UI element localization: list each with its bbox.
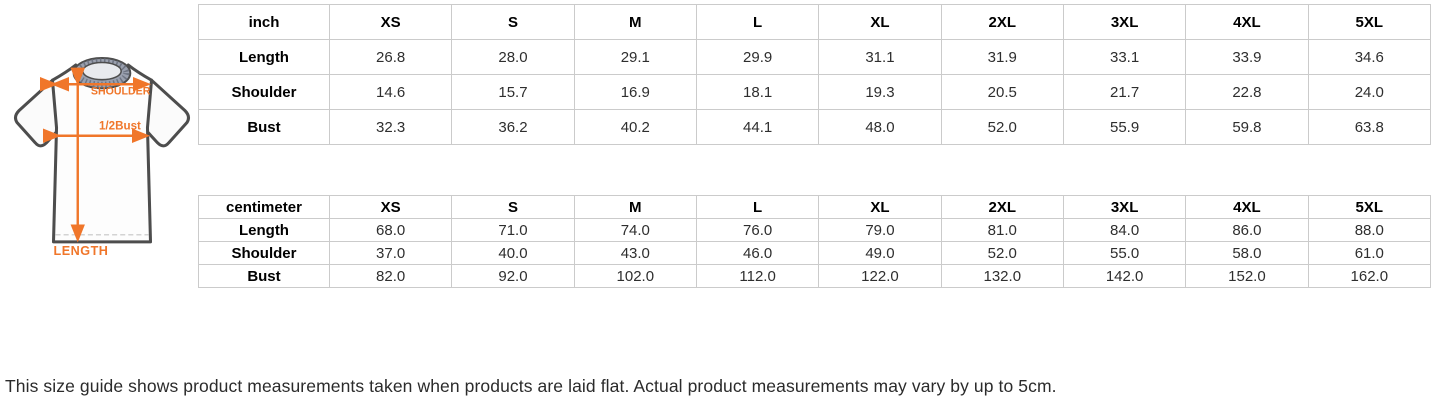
value-cell: 15.7	[451, 74, 575, 110]
value-cell: 55.0	[1062, 241, 1187, 265]
tshirt-right-sleeve	[143, 78, 191, 148]
value-cell: 24.0	[1307, 74, 1432, 110]
value-cell: 18.1	[695, 74, 820, 110]
size-header-cell: L	[695, 195, 820, 219]
value-cell: 55.9	[1062, 109, 1187, 145]
row-label-cell: Bust	[198, 264, 330, 288]
value-cell: 142.0	[1062, 264, 1187, 288]
value-cell: 61.0	[1307, 241, 1432, 265]
size-header-cell: 4XL	[1185, 4, 1309, 40]
value-cell: 32.3	[328, 109, 453, 145]
size-header-cell: XS	[328, 4, 453, 40]
value-cell: 26.8	[328, 39, 453, 75]
value-cell: 29.9	[695, 39, 820, 75]
row-label-cell: Bust	[198, 109, 330, 145]
value-cell: 16.9	[573, 74, 697, 110]
value-cell: 81.0	[940, 218, 1064, 242]
value-cell: 79.0	[818, 218, 942, 242]
value-cell: 52.0	[940, 241, 1064, 265]
table-row-shoulder: Shoulder 37.0 40.0 43.0 46.0 49.0 52.0 55.0 58.…	[198, 241, 1432, 265]
value-cell: 29.1	[573, 39, 697, 75]
size-header-cell: L	[695, 4, 820, 40]
value-cell: 20.5	[940, 74, 1064, 110]
tshirt-collar-opening	[82, 61, 122, 81]
value-cell: 33.1	[1062, 39, 1187, 75]
value-cell: 152.0	[1185, 264, 1309, 288]
size-header-cell: 2XL	[940, 4, 1064, 40]
value-cell: 19.3	[818, 74, 942, 110]
value-cell: 63.8	[1307, 109, 1432, 145]
value-cell: 58.0	[1185, 241, 1309, 265]
value-cell: 162.0	[1307, 264, 1432, 288]
tshirt-measurement-diagram: SHOULDER 1/2Bust LENGTH	[6, 56, 198, 260]
table-row-length: Length 68.0 71.0 74.0 76.0 79.0 81.0 84.0 86.0 8…	[198, 218, 1432, 242]
row-label-cell: Length	[198, 39, 330, 75]
value-cell: 46.0	[695, 241, 820, 265]
table-row-bust: Bust 32.3 36.2 40.2 44.1 48.0 52.0 55.9 59.8 63.…	[198, 109, 1432, 145]
value-cell: 122.0	[818, 264, 942, 288]
value-cell: 21.7	[1062, 74, 1187, 110]
size-table-centimeter: centimeter XS S M L XL 2XL 3XL 4XL 5XL Length 68…	[198, 195, 1432, 288]
value-cell: 33.9	[1185, 39, 1309, 75]
value-cell: 52.0	[940, 109, 1064, 145]
unit-header-cell: centimeter	[198, 195, 330, 219]
size-header-cell: 2XL	[940, 195, 1064, 219]
value-cell: 59.8	[1185, 109, 1309, 145]
value-cell: 84.0	[1062, 218, 1187, 242]
value-cell: 31.9	[940, 39, 1064, 75]
size-guide-note: This size guide shows product measuremen…	[5, 376, 1057, 396]
value-cell: 43.0	[573, 241, 697, 265]
size-table-inch: inch XS S M L XL 2XL 3XL 4XL 5XL Length 26.8 28.0…	[198, 4, 1432, 145]
value-cell: 86.0	[1185, 218, 1309, 242]
value-cell: 112.0	[695, 264, 820, 288]
table-row-shoulder: Shoulder 14.6 15.7 16.9 18.1 19.3 20.5 21.7 22.…	[198, 74, 1432, 110]
value-cell: 88.0	[1307, 218, 1432, 242]
size-header-cell: XL	[818, 4, 942, 40]
value-cell: 92.0	[451, 264, 575, 288]
unit-header-cell: inch	[198, 4, 330, 40]
size-header-cell: XS	[328, 195, 453, 219]
size-header-cell: 4XL	[1185, 195, 1309, 219]
value-cell: 37.0	[328, 241, 453, 265]
bust-label: 1/2Bust	[99, 120, 141, 133]
length-label: LENGTH	[53, 244, 108, 258]
value-cell: 132.0	[940, 264, 1064, 288]
size-header-cell: 3XL	[1062, 195, 1187, 219]
value-cell: 40.0	[451, 241, 575, 265]
shoulder-label: SHOULDER	[91, 85, 151, 97]
value-cell: 44.1	[695, 109, 820, 145]
size-header-cell: S	[451, 4, 575, 40]
size-header-cell: 5XL	[1307, 195, 1432, 219]
value-cell: 14.6	[328, 74, 453, 110]
value-cell: 71.0	[451, 218, 575, 242]
table-row-length: Length 26.8 28.0 29.1 29.9 31.1 31.9 33.1 33.9 3…	[198, 39, 1432, 75]
tshirt-icon: SHOULDER 1/2Bust LENGTH	[13, 56, 191, 258]
value-cell: 36.2	[451, 109, 575, 145]
size-header-cell: M	[573, 4, 697, 40]
value-cell: 68.0	[328, 218, 453, 242]
size-header-cell: M	[573, 195, 697, 219]
value-cell: 74.0	[573, 218, 697, 242]
value-cell: 28.0	[451, 39, 575, 75]
value-cell: 48.0	[818, 109, 942, 145]
row-label-cell: Shoulder	[198, 241, 330, 265]
size-header-cell: 5XL	[1307, 4, 1432, 40]
value-cell: 34.6	[1307, 39, 1432, 75]
value-cell: 22.8	[1185, 74, 1309, 110]
size-header-cell: S	[451, 195, 575, 219]
value-cell: 49.0	[818, 241, 942, 265]
size-header-cell: XL	[818, 195, 942, 219]
table-header-row: inch XS S M L XL 2XL 3XL 4XL 5XL	[198, 4, 1432, 40]
row-label-cell: Length	[198, 218, 330, 242]
value-cell: 102.0	[573, 264, 697, 288]
value-cell: 40.2	[573, 109, 697, 145]
value-cell: 31.1	[818, 39, 942, 75]
table-header-row: centimeter XS S M L XL 2XL 3XL 4XL 5XL	[198, 195, 1432, 219]
value-cell: 76.0	[695, 218, 820, 242]
size-header-cell: 3XL	[1062, 4, 1187, 40]
value-cell: 82.0	[328, 264, 453, 288]
row-label-cell: Shoulder	[198, 74, 330, 110]
table-row-bust: Bust 82.0 92.0 102.0 112.0 122.0 132.0 142.0 15…	[198, 264, 1432, 288]
